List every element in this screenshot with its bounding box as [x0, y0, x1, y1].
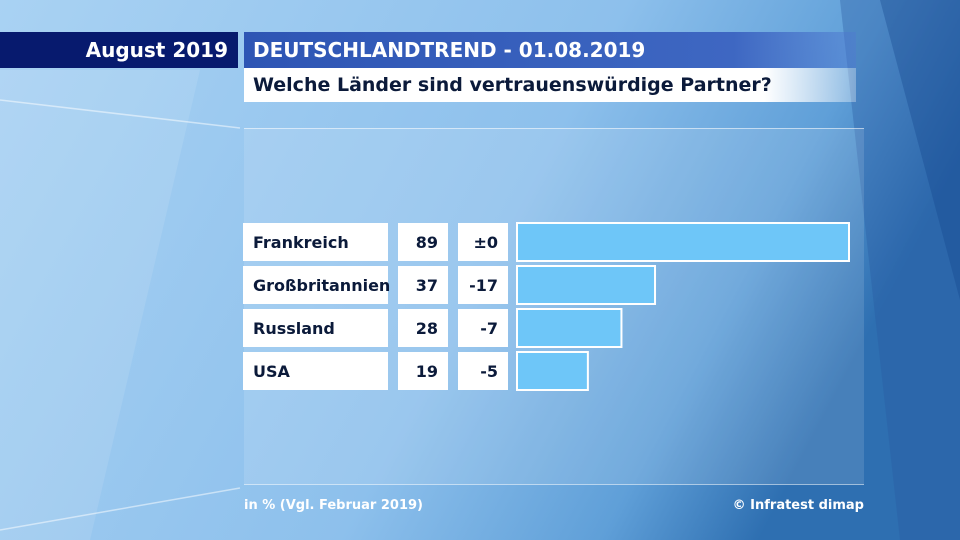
- footer-note: in % (Vgl. Februar 2019): [244, 498, 423, 513]
- bar-frankreich: [516, 222, 850, 262]
- row-label-box-usa: [243, 352, 388, 390]
- change-box-usa: [458, 352, 508, 390]
- date-label: August 2019: [0, 32, 238, 68]
- row-label-box-russland: [243, 309, 388, 347]
- category-label: USA: [253, 362, 291, 381]
- value-box-gro-britannien: [398, 266, 448, 304]
- change-box-frankreich: [458, 223, 508, 261]
- panel-top-line: [244, 128, 864, 129]
- row-label-box-frankreich: [243, 223, 388, 261]
- chart-question: Welche Länder sind vertrauenswürdige Par…: [244, 68, 856, 102]
- bar-gro-britannien: [516, 265, 657, 305]
- page-title: DEUTSCHLANDTREND - 01.08.2019: [244, 32, 856, 68]
- bar-russland: [516, 308, 623, 348]
- category-label: Großbritannien: [253, 276, 390, 295]
- category-label: Russland: [253, 319, 335, 338]
- bar-usa: [516, 351, 589, 391]
- change-box-gro-britannien: [458, 266, 508, 304]
- change-box-russland: [458, 309, 508, 347]
- change-label: ±0: [473, 233, 498, 252]
- footer-source: © Infratest dimap: [732, 498, 864, 513]
- panel-bottom-line: [244, 484, 864, 485]
- value-box-frankreich: [398, 223, 448, 261]
- change-label: -7: [480, 319, 498, 338]
- category-label: Frankreich: [253, 233, 349, 252]
- chart-panel: [244, 128, 864, 484]
- value-label: 19: [416, 362, 438, 381]
- value-box-usa: [398, 352, 448, 390]
- value-label: 28: [416, 319, 438, 338]
- value-box-russland: [398, 309, 448, 347]
- row-label-box-gro-britannien: [243, 266, 388, 304]
- change-label: -17: [469, 276, 498, 295]
- value-label: 89: [416, 233, 438, 252]
- value-label: 37: [416, 276, 438, 295]
- change-label: -5: [480, 362, 498, 381]
